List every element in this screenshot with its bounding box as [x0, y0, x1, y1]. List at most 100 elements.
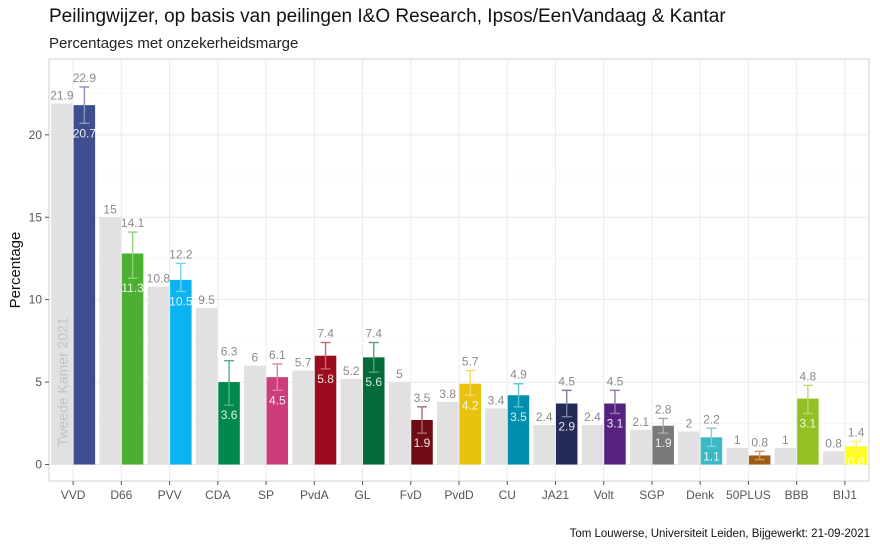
poll-bar-d66 — [121, 253, 144, 465]
election-value-label: 1 — [734, 433, 741, 447]
x-tick-label: PVV — [158, 488, 182, 502]
election-value-label: 2.4 — [536, 410, 553, 424]
poll-upper-label: 4.5 — [558, 374, 575, 388]
poll-lower-label: 0.3 — [751, 463, 768, 477]
x-tick-label: JA21 — [542, 488, 570, 502]
election-value-label: 2.1 — [632, 415, 649, 429]
x-tick-label: PvdA — [300, 488, 329, 502]
poll-lower-label: 2.9 — [558, 420, 575, 434]
poll-upper-label: 7.4 — [317, 327, 334, 341]
election-bar-denk — [678, 431, 700, 465]
poll-lower-label: 1.9 — [414, 436, 431, 450]
poll-bar-sp — [266, 377, 289, 465]
x-tick-label: CDA — [205, 488, 230, 502]
election-bar-cu — [485, 408, 507, 465]
election-bar-pvdd — [437, 401, 459, 465]
poll-lower-label: 3.5 — [510, 410, 527, 424]
y-axis-title: Percentage — [7, 232, 24, 309]
poll-upper-label: 5.7 — [462, 355, 479, 369]
election-bar-pvda — [292, 370, 314, 465]
poll-upper-label: 7.4 — [365, 327, 382, 341]
poll-bar-fvd — [411, 420, 433, 465]
poll-lower-label: 3.1 — [800, 416, 817, 430]
x-tick-label: Denk — [686, 488, 715, 502]
poll-bar-vvd — [73, 105, 96, 465]
x-tick-label: BIJ1 — [833, 488, 857, 502]
poll-lower-label: 3.6 — [221, 408, 238, 422]
election-value-label: 3.4 — [488, 393, 505, 407]
election-value-label: 6 — [251, 351, 258, 365]
election-bar-fvd — [388, 382, 411, 465]
election-bar-vvd — [51, 103, 73, 465]
poll-upper-label: 14.1 — [121, 216, 145, 230]
y-tick-label: 15 — [29, 210, 43, 224]
poll-lower-label: 4.2 — [462, 398, 479, 412]
x-tick-label: CU — [499, 488, 516, 502]
election-value-label: 2.4 — [584, 410, 601, 424]
election-bar-bij1 — [822, 451, 845, 465]
poll-lower-label: 1.9 — [655, 436, 672, 450]
poll-upper-label: 0.8 — [751, 435, 768, 449]
poll-upper-label: 2.8 — [655, 402, 672, 416]
election-bar-gl — [340, 378, 363, 465]
poll-bar-sgp — [652, 425, 674, 465]
poll-bar-pvv — [170, 279, 192, 465]
poll-lower-label: 10.5 — [169, 294, 193, 308]
poll-upper-label: 2.2 — [703, 412, 720, 426]
poll-bar-bij1 — [845, 446, 867, 465]
poll-lower-label: 1.1 — [703, 449, 720, 463]
election-value-label: 0.8 — [825, 436, 842, 450]
chart-caption: Tom Louwerse, Universiteit Leiden, Bijge… — [569, 528, 870, 540]
poll-lower-label: 5.8 — [317, 372, 334, 386]
poll-upper-label: 4.9 — [510, 368, 527, 382]
poll-upper-label: 6.1 — [269, 348, 286, 362]
poll-lower-label: 0.8 — [848, 454, 865, 468]
x-tick-label: SGP — [639, 488, 664, 502]
election-bar-d66 — [99, 217, 121, 465]
x-tick-label: BBB — [785, 488, 809, 502]
y-tick-label: 20 — [29, 128, 43, 142]
election-bar-50plus — [726, 448, 748, 465]
poll-bar-ja21 — [555, 403, 578, 465]
poll-lower-label: 5.6 — [365, 375, 382, 389]
election-value-label: 5 — [396, 367, 403, 381]
x-tick-label: VVD — [61, 488, 86, 502]
election-bar-volt — [581, 424, 604, 465]
poll-upper-label: 4.5 — [607, 374, 624, 388]
poll-lower-label: 4.5 — [269, 393, 286, 407]
poll-lower-label: 20.7 — [73, 126, 97, 140]
election-bar-bbb — [774, 448, 797, 465]
poll-lower-label: 3.1 — [607, 416, 624, 430]
poll-bar-denk — [700, 437, 723, 465]
series-annotation: Tweede Kamer 2021 — [54, 317, 70, 446]
election-value-label: 9.5 — [198, 293, 215, 307]
election-value-label: 21.9 — [50, 89, 74, 103]
poll-bar-volt — [604, 403, 626, 465]
election-bar-sp — [244, 365, 266, 465]
election-value-label: 5.7 — [295, 356, 312, 370]
x-tick-label: 50PLUS — [726, 488, 771, 502]
poll-upper-label: 12.2 — [169, 247, 193, 261]
poll-upper-label: 4.8 — [800, 369, 817, 383]
y-tick-label: 0 — [35, 458, 42, 472]
poll-upper-label: 6.3 — [221, 345, 238, 359]
poll-bar-pvdd — [459, 383, 481, 465]
poll-bar-cu — [507, 395, 530, 465]
poll-bar-cda — [218, 382, 240, 465]
chart-subtitle: Percentages met onzekerheidsmarge — [49, 35, 299, 52]
poll-bar-bbb — [797, 398, 819, 465]
poll-bar-pvda — [314, 355, 337, 465]
election-value-label: 1 — [782, 433, 789, 447]
chart-title: Peilingwijzer, op basis van peilingen I&… — [49, 6, 726, 27]
poll-bar-gl — [363, 357, 385, 465]
x-tick-label: FvD — [400, 488, 422, 502]
y-tick-label: 10 — [29, 293, 43, 307]
election-value-label: 3.8 — [439, 387, 456, 401]
election-bar-sgp — [629, 429, 652, 465]
election-bar-ja21 — [533, 424, 555, 465]
poll-upper-label: 3.5 — [414, 391, 431, 405]
x-tick-label: SP — [258, 488, 274, 502]
election-value-label: 5.2 — [343, 364, 360, 378]
x-tick-label: PvdD — [444, 488, 474, 502]
